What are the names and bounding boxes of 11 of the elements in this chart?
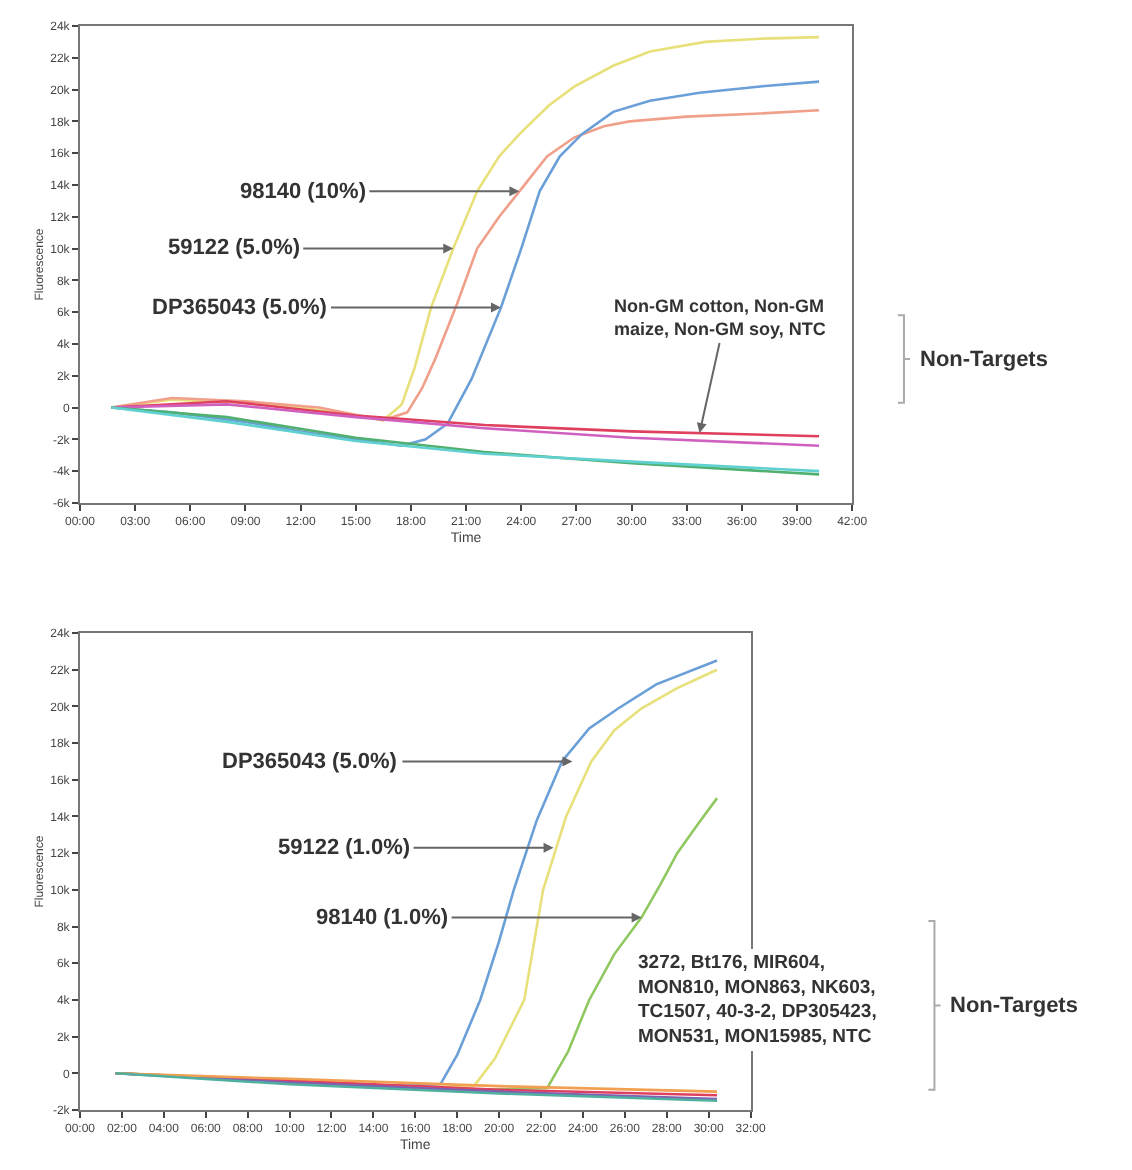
annotation: 3272, Bt176, MIR604, MON810, MON863, NK603, TC1507, 40-3-2, DP305423, MON531, MON15985, NTC [638, 952, 877, 1049]
annotation: 59122 (1.0%) [278, 836, 411, 860]
annotation: DP365043 (5.0%) [152, 296, 328, 320]
text: Non-Targets [950, 994, 1078, 1018]
line-series [109, 403, 821, 448]
annotation: Non-GM cotton, Non-GM maize, Non-GM soy, NTC [614, 296, 827, 340]
annotation: 59122 (5.0%) [168, 236, 301, 260]
annotation: 98140 (10%) [240, 180, 367, 204]
annotation: DP365043 (5.0%) [222, 750, 398, 774]
text: Non-Targets [920, 348, 1048, 372]
annotation: 98140 (1.0%) [316, 906, 449, 930]
